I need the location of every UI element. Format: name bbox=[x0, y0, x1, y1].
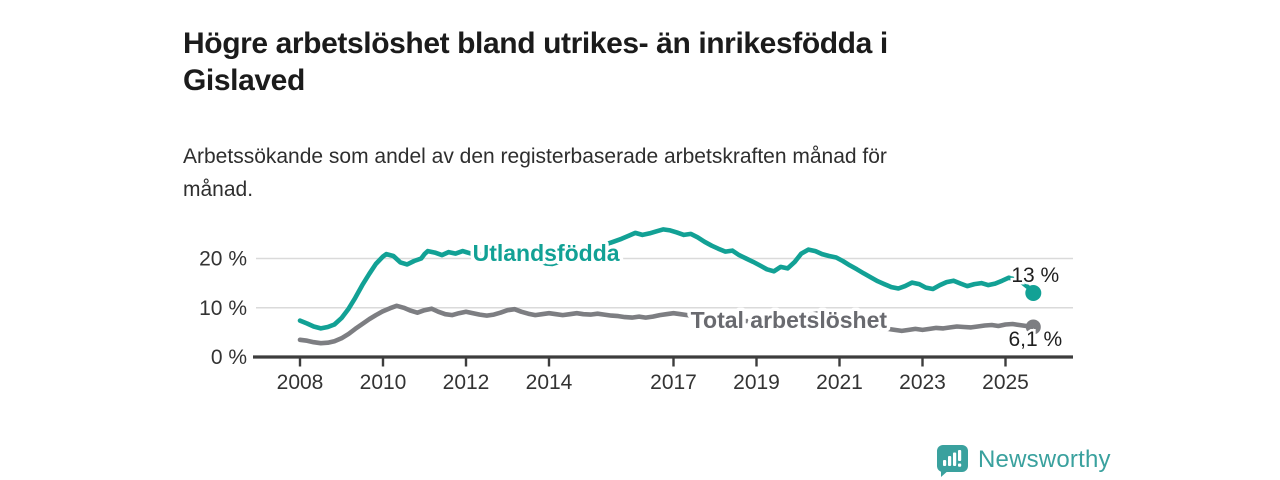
x-tick-label-2014: 2014 bbox=[526, 371, 573, 394]
y-tick-label-10: 10 % bbox=[199, 297, 247, 320]
x-tick-label-2019: 2019 bbox=[733, 371, 780, 394]
title-line-1: Högre arbetslöshet bland utrikes- än inr… bbox=[183, 27, 888, 61]
page-title: Högre arbetslöshet bland utrikes- än inr… bbox=[183, 25, 888, 99]
x-tick-label-2025: 2025 bbox=[982, 371, 1029, 394]
end-value-label-total-arbetsl-shet: 6,1 % bbox=[1008, 328, 1062, 351]
x-tick-label-2017: 2017 bbox=[650, 371, 697, 394]
x-tick-label-2023: 2023 bbox=[899, 371, 946, 394]
series-line-utlandsf-dda bbox=[297, 227, 1036, 331]
series-end-dot-total-arbetsl-shet bbox=[1025, 319, 1041, 335]
logo-bubble-tail bbox=[941, 469, 950, 477]
series-label-utlandsf-dda: Utlandsfödda bbox=[473, 240, 620, 266]
chart-subtitle: Arbetssökande som andel av den registerb… bbox=[183, 140, 887, 206]
line-chart: 0 % 10 % 20 % 2008 2010 2012 2014 2017 2019 2021 2… bbox=[199, 227, 1073, 394]
y-tick-label-20: 20 % bbox=[199, 248, 247, 271]
x-tick-label-2012: 2012 bbox=[443, 371, 490, 394]
y-tick-label-0: 0 % bbox=[211, 346, 247, 369]
x-tick-label-2010: 2010 bbox=[360, 371, 407, 394]
newsworthy-logo: Newsworthy bbox=[936, 443, 1111, 477]
end-value-label-utlandsf-dda: 13 % bbox=[1011, 264, 1059, 287]
newsworthy-logo-text: Newsworthy bbox=[978, 446, 1111, 473]
newsworthy-logo-icon bbox=[937, 445, 968, 477]
subtitle-line-1: Arbetssökande som andel av den registerb… bbox=[183, 145, 887, 168]
series-line-total-arbetsl-shet bbox=[297, 303, 1036, 346]
series-label-total-arbetsl-shet: Total arbetslöshet bbox=[691, 307, 888, 333]
x-tick-label-2021: 2021 bbox=[816, 371, 863, 394]
subtitle-line-2: månad. bbox=[183, 178, 254, 201]
series-end-dot-utlandsf-dda bbox=[1025, 284, 1042, 301]
x-tick-label-2008: 2008 bbox=[277, 371, 324, 394]
logo-bar-chart-glyph bbox=[943, 450, 962, 467]
title-line-2: Gislaved bbox=[183, 64, 305, 98]
logo-bubble bbox=[937, 445, 968, 472]
